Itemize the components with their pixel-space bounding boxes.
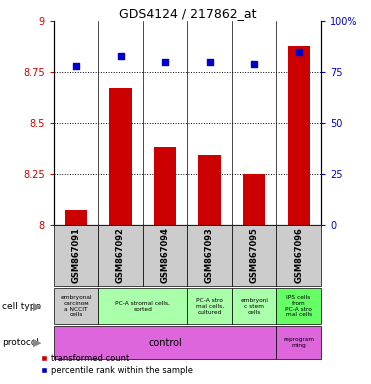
Text: ▶: ▶ xyxy=(33,338,41,348)
Text: control: control xyxy=(148,338,182,348)
Point xyxy=(251,61,257,67)
Bar xyxy=(187,288,232,324)
Text: cell type: cell type xyxy=(2,302,41,311)
Bar xyxy=(65,210,87,225)
Bar xyxy=(198,156,221,225)
Bar xyxy=(187,225,232,286)
Text: GSM867096: GSM867096 xyxy=(294,227,303,283)
Bar xyxy=(288,46,310,225)
Text: ▶: ▶ xyxy=(33,301,41,311)
Point xyxy=(118,53,124,59)
Text: GSM867092: GSM867092 xyxy=(116,227,125,283)
Point xyxy=(207,59,213,65)
Point xyxy=(73,63,79,69)
Bar xyxy=(154,147,176,225)
Bar xyxy=(232,225,276,286)
Text: reprogram
ming: reprogram ming xyxy=(283,337,314,348)
Bar xyxy=(98,288,187,324)
Text: embryonal
carcinoм
a NCCIT
cells: embryonal carcinoм a NCCIT cells xyxy=(60,295,92,318)
Text: GSM867094: GSM867094 xyxy=(161,227,170,283)
Bar xyxy=(98,225,143,286)
Title: GDS4124 / 217862_at: GDS4124 / 217862_at xyxy=(119,7,256,20)
Text: GSM867095: GSM867095 xyxy=(250,227,259,283)
Text: IPS cells
from
PC-A stro
mal cells: IPS cells from PC-A stro mal cells xyxy=(285,295,312,318)
Bar xyxy=(54,225,98,286)
Bar xyxy=(232,288,276,324)
Text: protocol: protocol xyxy=(2,338,39,347)
Text: PC-A stromal cells,
sorted: PC-A stromal cells, sorted xyxy=(115,301,170,312)
Bar xyxy=(54,288,98,324)
Bar xyxy=(143,225,187,286)
Bar xyxy=(243,174,265,225)
Text: GSM867091: GSM867091 xyxy=(72,227,81,283)
Text: embryoni
c stem
cells: embryoni c stem cells xyxy=(240,298,268,314)
Bar xyxy=(54,326,276,359)
Bar xyxy=(276,288,321,324)
Text: PC-A stro
mal cells,
cultured: PC-A stro mal cells, cultured xyxy=(196,298,224,314)
Bar xyxy=(276,326,321,359)
Legend: transformed count, percentile rank within the sample: transformed count, percentile rank withi… xyxy=(37,351,196,378)
Bar xyxy=(276,225,321,286)
Point xyxy=(296,49,302,55)
Text: GSM867093: GSM867093 xyxy=(205,227,214,283)
Point xyxy=(162,59,168,65)
Bar xyxy=(109,88,132,225)
